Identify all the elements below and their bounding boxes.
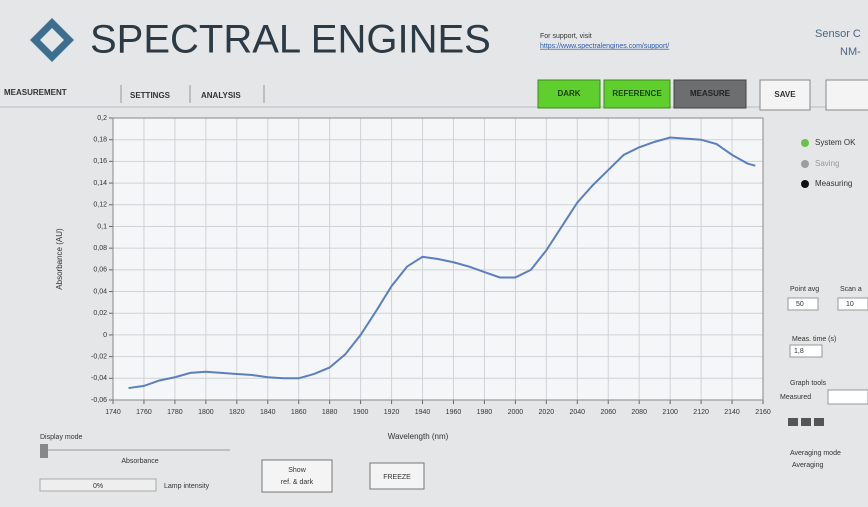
y-tick-label: -0,06 [91, 397, 107, 404]
x-tick-label: 1920 [384, 409, 400, 416]
averaging-value[interactable]: Averaging [792, 462, 824, 469]
scan-avg-value: 10 [846, 301, 854, 308]
display-mode-label: Display mode [40, 434, 83, 441]
x-tick-label: 1820 [229, 409, 245, 416]
x-tick-label: 2040 [569, 409, 585, 416]
y-tick-label: -0,02 [91, 353, 107, 360]
app-window: SPECTRAL ENGINES For support, visit http… [0, 0, 868, 507]
x-axis-title: Wavelength (nm) [388, 432, 449, 441]
status-text: Saving [815, 159, 839, 168]
support-label: For support, visit [540, 33, 592, 40]
y-tick-label: 0,02 [93, 310, 107, 317]
measure-label: MEASURE [690, 89, 731, 98]
tool-icon[interactable] [788, 418, 798, 426]
x-tick-label: 2140 [724, 409, 740, 416]
lamp-value: 0% [93, 483, 103, 490]
y-tick-label: 0,12 [93, 202, 107, 209]
x-tick-label: 1760 [136, 409, 152, 416]
x-tick-label: 1900 [353, 409, 369, 416]
reference-label: REFERENCE [612, 89, 662, 98]
meas-time-value: 1,8 [794, 348, 804, 355]
status-led [801, 139, 809, 147]
averaging-mode-label: Averaging mode [790, 450, 841, 457]
status-led [801, 180, 809, 188]
tool-icon[interactable] [814, 418, 824, 426]
meas-time-label: Meas. time (s) [792, 336, 836, 343]
x-tick-label: 1780 [167, 409, 183, 416]
x-tick-label: 1960 [446, 409, 462, 416]
support-link[interactable]: https://www.spectralengines.com/support/ [540, 43, 669, 50]
y-tick-label: 0,18 [93, 137, 107, 144]
show-ref-label: Show [288, 467, 306, 474]
x-tick-label: 1800 [198, 409, 214, 416]
x-tick-label: 2080 [631, 409, 647, 416]
x-tick-label: 1880 [322, 409, 338, 416]
y-tick-label: 0,14 [93, 180, 107, 187]
show-ref-button[interactable] [262, 460, 332, 492]
x-tick-label: 1840 [260, 409, 276, 416]
y-tick-label: -0,04 [91, 375, 107, 382]
y-tick-label: 0,04 [93, 288, 107, 295]
y-tick-label: 0,1 [97, 223, 107, 230]
status-text: Measuring [815, 179, 852, 188]
y-axis-title: Absorbance (AU) [55, 228, 64, 290]
absorbance-label: Absorbance [121, 458, 158, 465]
sensor-name: Sensor C [815, 28, 861, 40]
status-text: System OK [815, 138, 856, 147]
x-tick-label: 2060 [600, 409, 616, 416]
y-tick-label: 0,06 [93, 267, 107, 274]
plot-legend-box[interactable] [828, 390, 868, 404]
x-tick-label: 2120 [693, 409, 709, 416]
x-tick-label: 2100 [662, 409, 678, 416]
save-label: SAVE [774, 90, 796, 99]
x-tick-label: 1860 [291, 409, 307, 416]
y-tick-label: 0,2 [97, 115, 107, 122]
y-tick-label: 0,16 [93, 158, 107, 165]
x-tick-label: 2020 [539, 409, 555, 416]
graph-tools-label: Graph tools [790, 380, 827, 387]
tab[interactable]: SETTINGS [130, 91, 171, 100]
tool-icon[interactable] [801, 418, 811, 426]
status-led [801, 160, 809, 168]
point-avg-label: Point avg [790, 286, 819, 293]
point-avg-value: 50 [796, 301, 804, 308]
tab[interactable]: ANALYSIS [201, 91, 241, 100]
y-tick-label: 0,08 [93, 245, 107, 252]
x-tick-label: 2160 [755, 409, 771, 416]
brand: SPECTRAL ENGINES [90, 18, 491, 62]
x-tick-label: 1940 [415, 409, 431, 416]
close-button[interactable] [826, 80, 868, 110]
dark-label: DARK [557, 89, 580, 98]
freeze-label: FREEZE [383, 474, 411, 481]
lamp-label: Lamp intensity [164, 483, 210, 490]
x-tick-label: 1980 [477, 409, 493, 416]
y-tick-label: 0 [103, 332, 107, 339]
show-ref-label: ref. & dark [281, 479, 314, 486]
scan-avg-label: Scan a [840, 286, 862, 293]
measured-label: Measured [780, 394, 811, 401]
x-tick-label: 2000 [508, 409, 524, 416]
x-tick-label: 1740 [105, 409, 121, 416]
display-slider-knob[interactable] [40, 444, 48, 458]
tab[interactable]: MEASUREMENT [4, 88, 67, 97]
sensor-model: NM- [840, 46, 861, 58]
